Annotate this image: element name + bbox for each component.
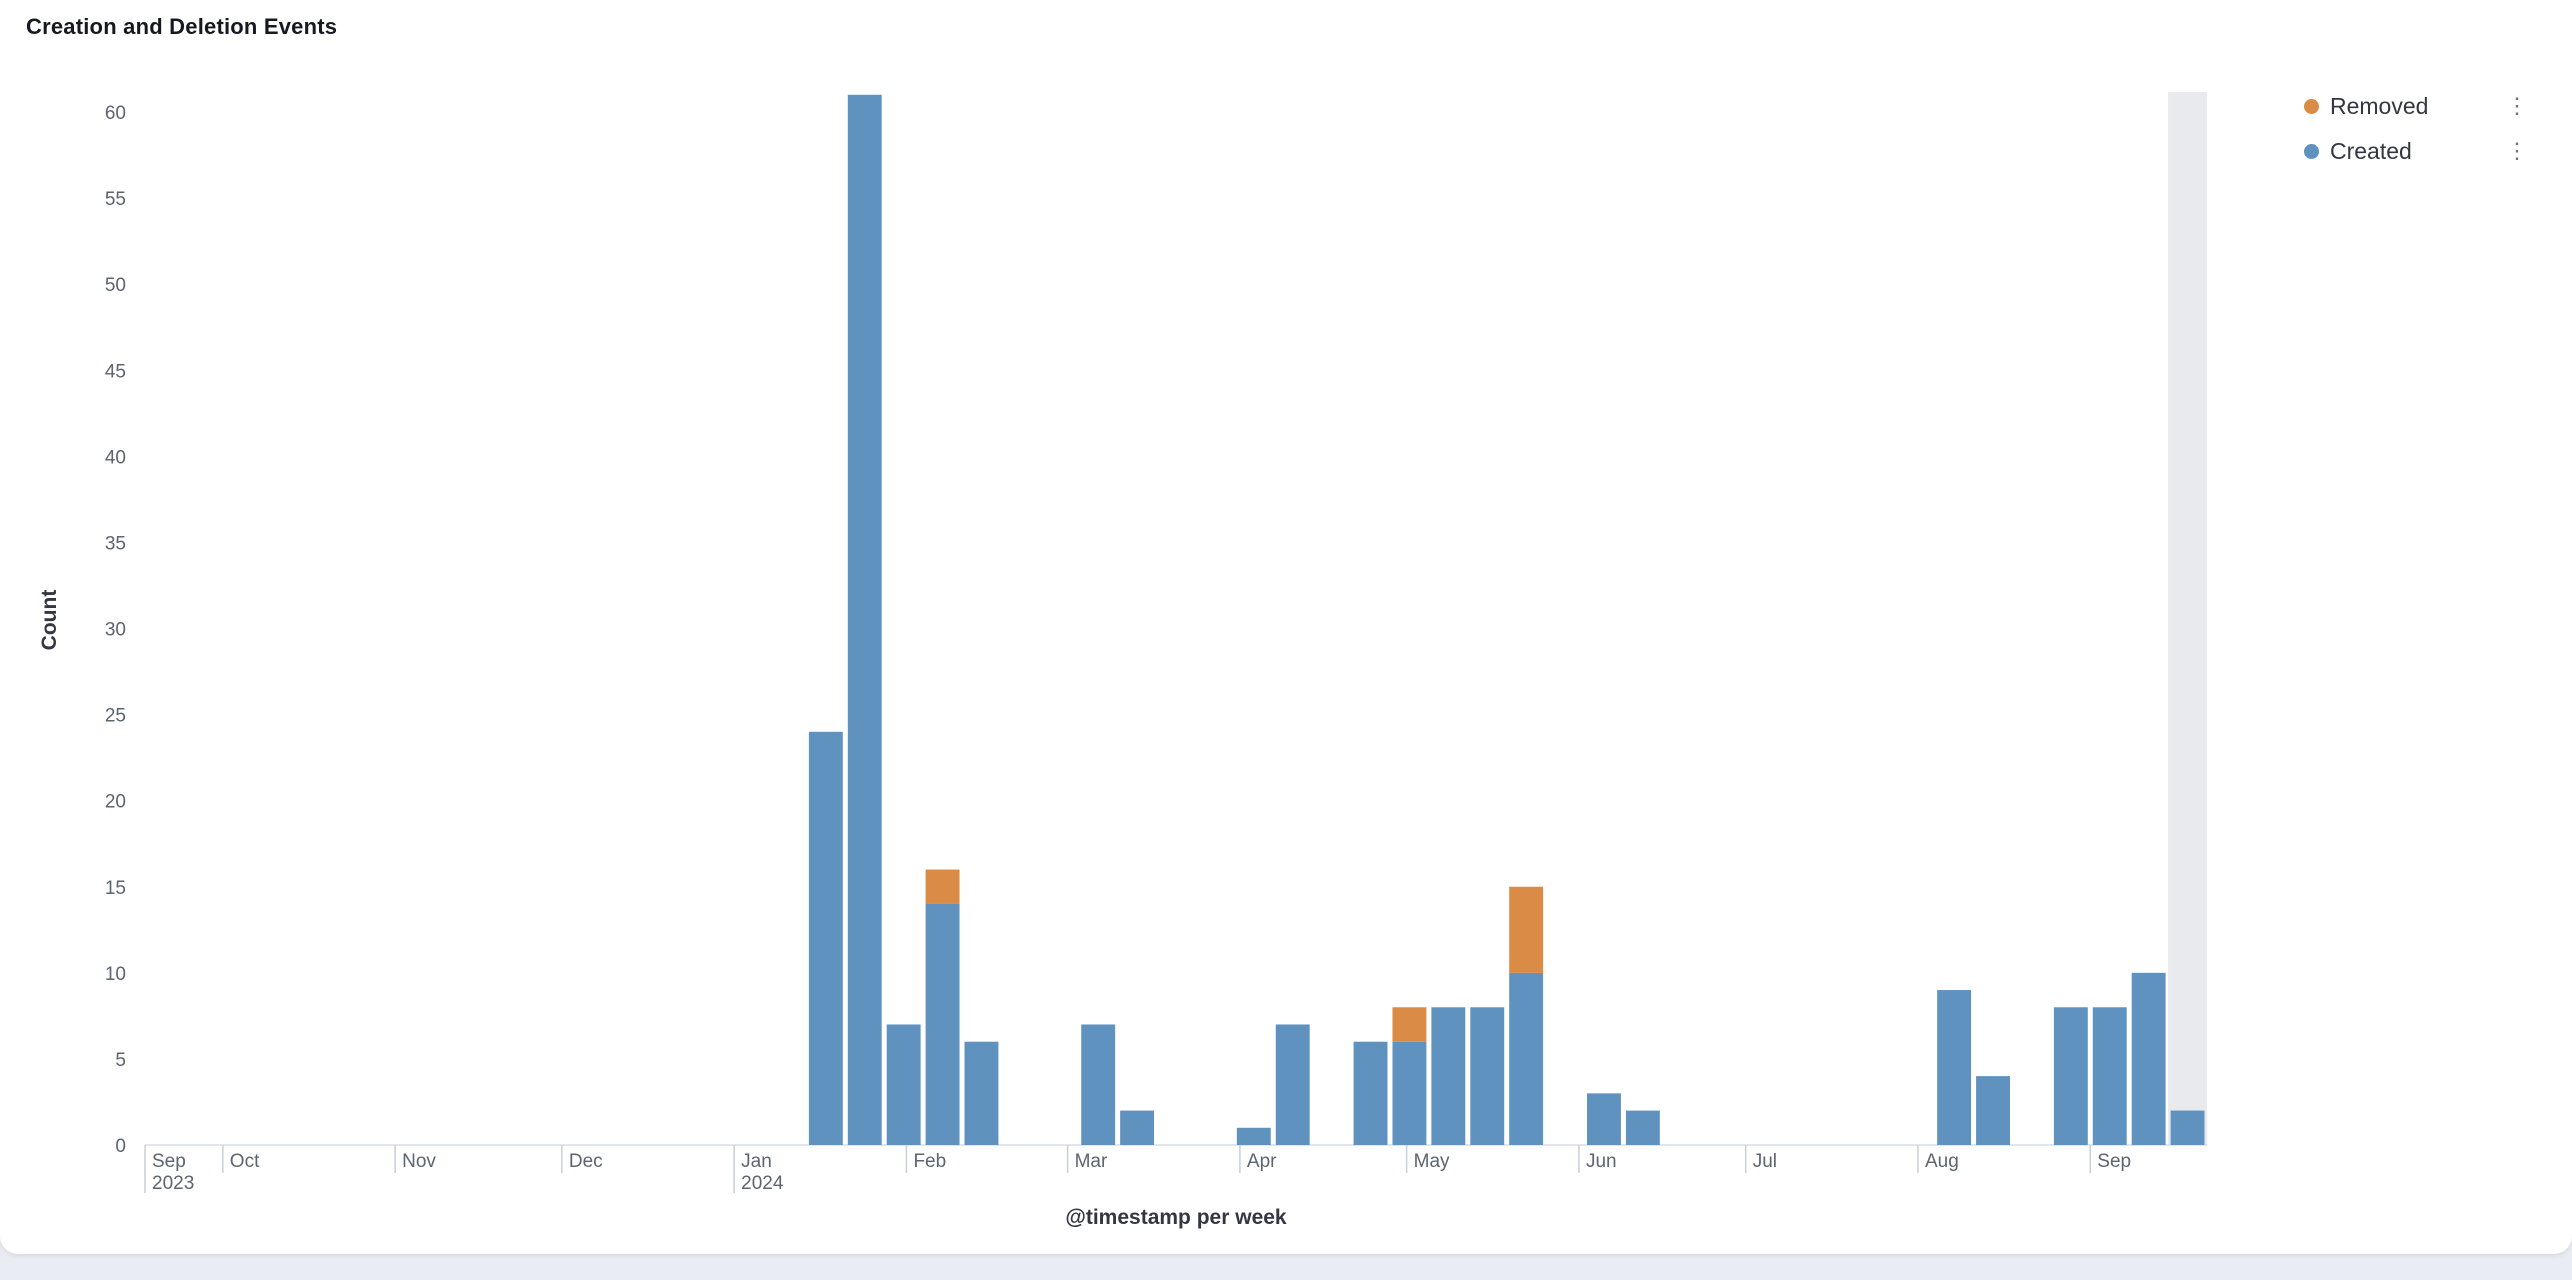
x-tick-label: Oct [230, 1151, 260, 1172]
x-tick-label: Apr [1247, 1151, 1277, 1172]
legend-item-removed[interactable]: Removed ⋮ [2304, 88, 2532, 124]
x-tick-label: Feb [913, 1151, 946, 1172]
x-tick-label: Jul [1753, 1151, 1777, 1172]
y-tick-label: 0 [115, 1136, 126, 1157]
y-tick-label: 10 [105, 964, 126, 985]
bar-created[interactable] [1509, 972, 1544, 1145]
bar-created[interactable] [808, 731, 843, 1145]
legend-color-dot [2304, 98, 2319, 114]
x-tick-label: Dec [569, 1151, 603, 1172]
bar-created[interactable] [1120, 1110, 1155, 1145]
bar-created[interactable] [2170, 1110, 2205, 1145]
bar-created[interactable] [1392, 1041, 1427, 1145]
bar-created[interactable] [1587, 1093, 1621, 1145]
y-tick-label: 15 [105, 878, 126, 899]
y-tick-label: 55 [105, 189, 126, 210]
partial-bucket-band [2168, 92, 2207, 1145]
legend: Removed ⋮ Created ⋮ [2304, 88, 2532, 169]
x-tick-label: Sep [152, 1151, 186, 1172]
bar-created[interactable] [2131, 972, 2166, 1145]
y-tick-label: 40 [105, 447, 126, 468]
bar-removed[interactable] [925, 869, 960, 904]
y-tick-label: 20 [105, 792, 126, 813]
bar-created[interactable] [1275, 1024, 1310, 1145]
bar-created[interactable] [1976, 1076, 2010, 1145]
bar-created[interactable] [1431, 1007, 1466, 1145]
legend-item-created[interactable]: Created ⋮ [2304, 133, 2532, 169]
bar-created[interactable] [925, 903, 960, 1145]
bar-created[interactable] [886, 1024, 921, 1145]
y-axis-title: Count [38, 589, 61, 651]
bar-created[interactable] [1353, 1041, 1388, 1145]
legend-actions-menu-icon[interactable]: ⋮ [2502, 140, 2532, 162]
y-tick-label: 60 [105, 103, 126, 124]
legend-color-dot [2304, 143, 2319, 159]
x-tick-label: Jun [1586, 1151, 1617, 1172]
bar-created[interactable] [964, 1041, 999, 1145]
bar-created[interactable] [1470, 1007, 1505, 1145]
bar-created[interactable] [1081, 1024, 1116, 1145]
y-tick-label: 25 [105, 706, 126, 727]
bar-created[interactable] [1937, 990, 1972, 1145]
x-tick-label: Aug [1925, 1151, 1959, 1172]
y-tick-label: 30 [105, 620, 126, 641]
bar-removed[interactable] [1509, 886, 1544, 973]
bar-created[interactable] [2053, 1007, 2088, 1145]
x-tick-label: May [1414, 1151, 1450, 1172]
x-tick-label: Jan [741, 1151, 772, 1172]
bar-created[interactable] [847, 94, 882, 1146]
x-tick-label: Nov [402, 1151, 436, 1172]
y-tick-label: 50 [105, 275, 126, 296]
y-tick-label: 5 [115, 1050, 126, 1071]
x-tick-label: Mar [1075, 1151, 1108, 1172]
x-tick-sublabel: 2023 [152, 1173, 194, 1194]
legend-label[interactable]: Created [2330, 137, 2412, 164]
y-tick-label: 45 [105, 361, 126, 382]
bar-created[interactable] [2092, 1007, 2127, 1145]
x-axis-title: @timestamp per week [1065, 1206, 1287, 1229]
bar-created[interactable] [1236, 1127, 1271, 1145]
chart-panel: Creation and Deletion Events 0 5 10 15 20 25 3… [0, 0, 2572, 1254]
x-tick-sublabel: 2024 [741, 1173, 784, 1194]
legend-label[interactable]: Removed [2330, 92, 2429, 119]
bar-removed[interactable] [1392, 1007, 1427, 1042]
y-tick-label: 35 [105, 533, 126, 554]
bar-created[interactable] [1625, 1110, 1660, 1145]
x-tick-label: Sep [2097, 1151, 2131, 1172]
panel-title: Creation and Deletion Events [26, 14, 338, 39]
legend-actions-menu-icon[interactable]: ⋮ [2502, 95, 2532, 117]
